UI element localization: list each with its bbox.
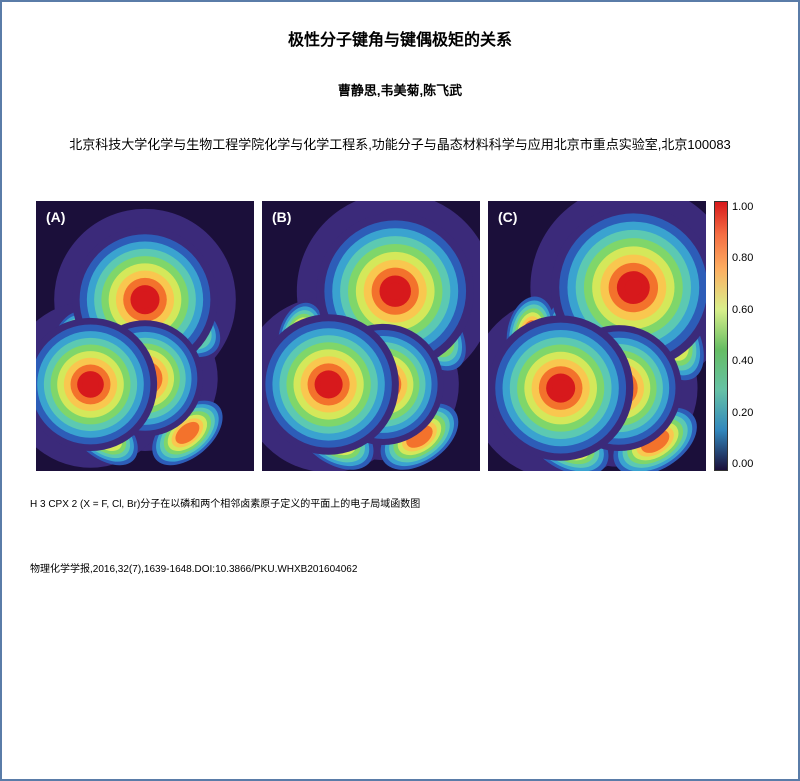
panel-label: (A): [46, 209, 65, 225]
affiliation-line: 北京科技大学化学与生物工程学院化学与化学工程系,功能分子与晶态材料科学与应用北京…: [26, 135, 774, 155]
colorbar-ticks: 1.00 0.80 0.60 0.40 0.20 0.00: [732, 201, 753, 471]
colorbar-gradient: [714, 201, 728, 471]
density-panel: (A): [36, 201, 254, 471]
citation-line: 物理化学学报,2016,32(7),1639-1648.DOI:10.3866/…: [26, 560, 774, 575]
colorbar-tick: 0.80: [732, 252, 753, 264]
panel-label: (C): [498, 209, 517, 225]
colorbar-tick: 1.00: [732, 201, 753, 213]
colorbar-tick: 0.40: [732, 355, 753, 367]
authors-line: 曹静思,韦美菊,陈飞武: [26, 80, 774, 99]
page-content: 极性分子键角与键偶极矩的关系 曹静思,韦美菊,陈飞武 北京科技大学化学与生物工程…: [2, 2, 798, 593]
colorbar: 1.00 0.80 0.60 0.40 0.20 0.00: [714, 201, 764, 471]
colorbar-tick: 0.00: [732, 458, 753, 470]
panel-label: (B): [272, 209, 291, 225]
colorbar-tick: 0.60: [732, 304, 753, 316]
figure-row: (A) (B) (C) 1.00 0.80 0.60 0.40 0.20 0.00: [26, 201, 774, 471]
colorbar-tick: 0.20: [732, 407, 753, 419]
page-title: 极性分子键角与键偶极矩的关系: [26, 26, 774, 50]
figure-caption: H 3 CPX 2 (X = F, Cl, Br)分子在以磷和两个相邻卤素原子定…: [26, 495, 774, 510]
density-panel: (C): [488, 201, 706, 471]
density-panel: (B): [262, 201, 480, 471]
